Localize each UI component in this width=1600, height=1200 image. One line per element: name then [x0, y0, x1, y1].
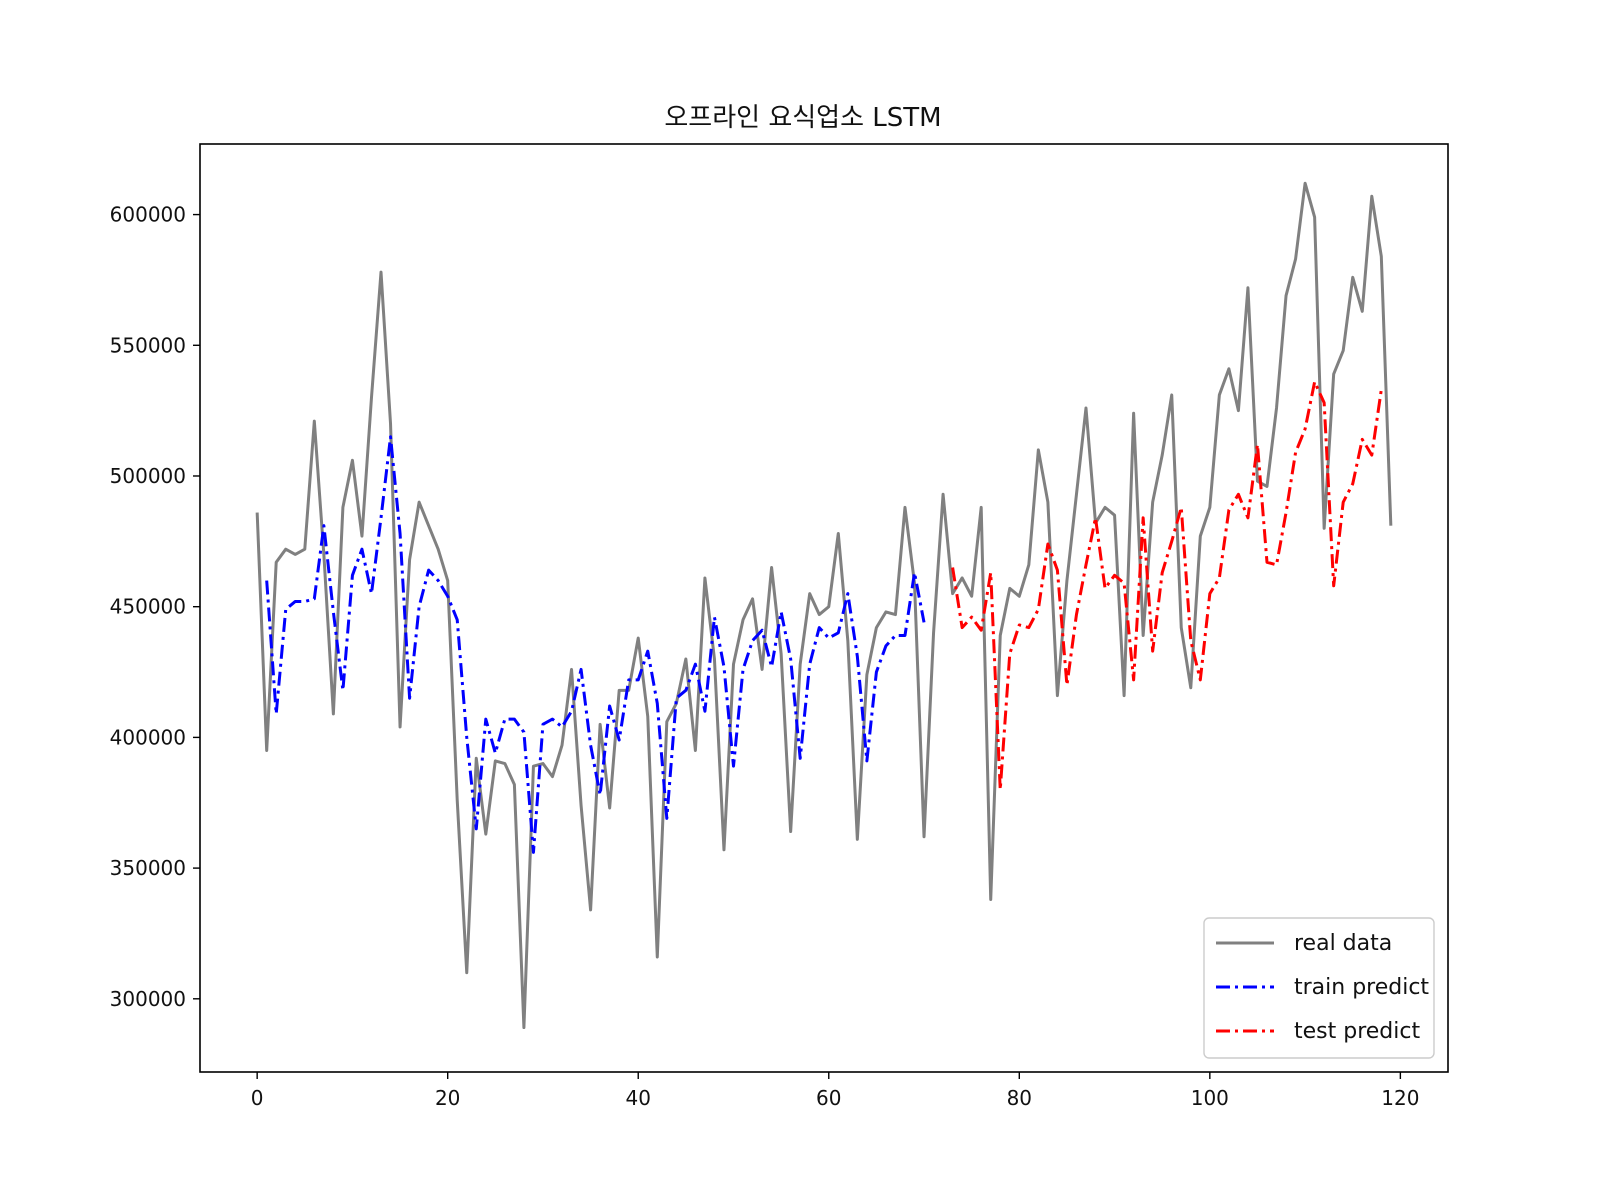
- legend: real data train predict test predict: [1203, 917, 1435, 1059]
- y-tick-label: 350000: [110, 856, 186, 880]
- chart-title: 오프라인 요식업소 LSTM: [664, 103, 941, 133]
- series-layer: [255, 181, 1393, 1030]
- x-tick-label: 120: [1381, 1086, 1419, 1110]
- x-axis: 0 20 40 60 80 100 120: [251, 1072, 1419, 1110]
- x-tick-label: 60: [816, 1086, 841, 1110]
- legend-label-train-predict: train predict: [1294, 975, 1429, 1000]
- x-tick-label: 20: [435, 1086, 460, 1110]
- x-tick-label: 100: [1191, 1086, 1229, 1110]
- series-line-test-predict: [951, 380, 1383, 792]
- x-tick-label: 40: [626, 1086, 651, 1110]
- y-tick-label: 600000: [110, 203, 186, 227]
- x-tick-label: 80: [1007, 1086, 1032, 1110]
- legend-box: [1203, 917, 1435, 1059]
- y-tick-label: 550000: [110, 333, 186, 357]
- series-line-train-predict: [265, 435, 926, 854]
- legend-label-test-predict: test predict: [1294, 1019, 1420, 1044]
- legend-label-real-data: real data: [1294, 931, 1392, 956]
- plot-frame: [199, 143, 1449, 1073]
- y-tick-label: 450000: [110, 595, 186, 619]
- y-tick-label: 400000: [110, 725, 186, 749]
- y-tick-label: 500000: [110, 464, 186, 488]
- y-tick-label: 300000: [110, 987, 186, 1011]
- series-line-real-data: [255, 181, 1393, 1030]
- x-tick-label: 0: [251, 1086, 264, 1110]
- y-axis: 300000 350000 400000 450000 500000 550000 6000…: [110, 203, 200, 1011]
